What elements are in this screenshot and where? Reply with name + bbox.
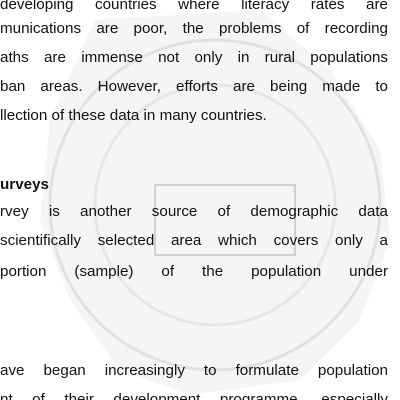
text-line: scientifically selected area which cover…: [0, 232, 388, 249]
text-line: portion (sample) of the population under: [0, 263, 388, 280]
section-heading: urveys: [0, 176, 49, 193]
text-line: munications are poor, the problems of re…: [0, 20, 388, 37]
text-line: developing countries where literacy rate…: [0, 0, 388, 13]
text-line: ban areas. However, efforts are being ma…: [0, 78, 388, 95]
text-line: ave began increasingly to formulate popu…: [0, 362, 388, 379]
text-line: llection of these data in many countries…: [0, 107, 267, 124]
text-line: nt of their development programme, espec…: [0, 391, 388, 400]
text-line: rvey is another source of demographic da…: [0, 203, 388, 220]
text-line: aths are immense not only in rural popul…: [0, 49, 388, 66]
